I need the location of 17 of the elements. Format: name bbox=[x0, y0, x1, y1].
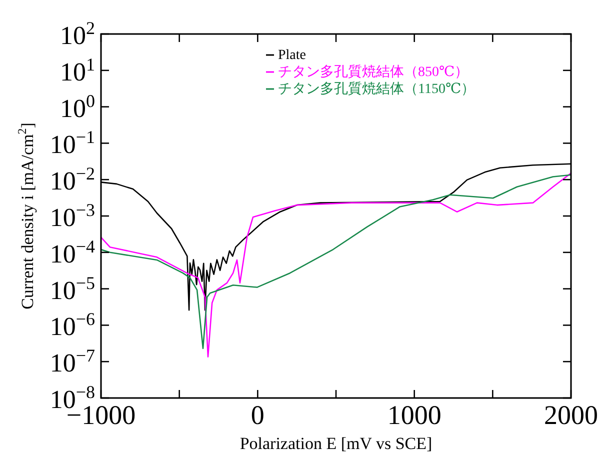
y-tick-label: 10$^{−5}$ bbox=[50, 272, 95, 305]
y-tick-label: 10$^{−6}$ bbox=[50, 309, 95, 342]
x-tick-label: 0 bbox=[250, 400, 264, 430]
x-tick-label: 1000 bbox=[387, 400, 442, 430]
x-axis-title: Polarization E [mV vs SCE] bbox=[240, 434, 432, 453]
legend-label: Plate bbox=[278, 48, 306, 63]
legend-label: チタン多孔質焼結体（850℃） bbox=[278, 64, 469, 80]
y-tick-label: 10$^{−7}$ bbox=[50, 346, 95, 378]
y-tick-label: 10$^{2}$ bbox=[60, 18, 95, 50]
x-tick-label: 2000 bbox=[544, 400, 598, 430]
y-tick-label: 10$^{−2}$ bbox=[50, 164, 95, 196]
y-tick-label: 10$^{−3}$ bbox=[50, 200, 95, 232]
y-tick-label: 10$^{1}$ bbox=[60, 54, 95, 86]
y-tick-label: 10$^{−4}$ bbox=[50, 236, 95, 268]
legend-label: チタン多孔質焼結体（1150℃） bbox=[278, 81, 476, 97]
y-tick-label: 10$^{−1}$ bbox=[50, 127, 95, 160]
y-tick-label: 10$^{0}$ bbox=[60, 90, 95, 123]
